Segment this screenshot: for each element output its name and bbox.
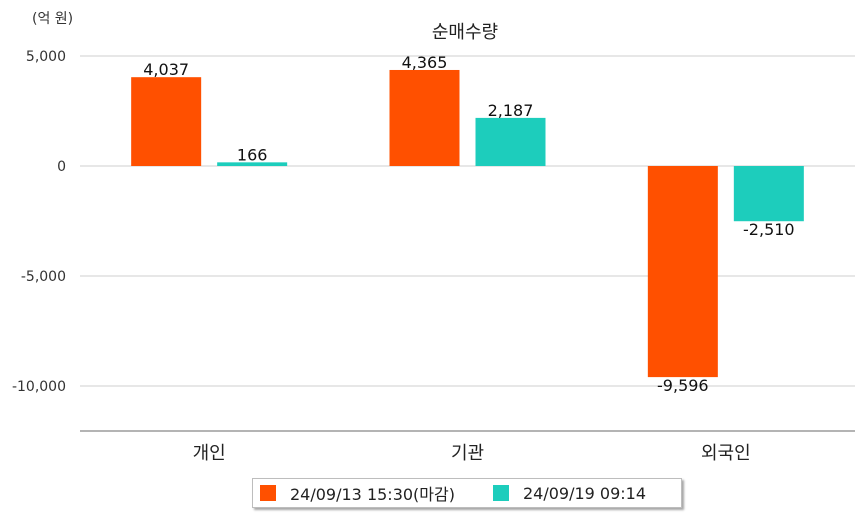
data-label: 4,365: [402, 53, 448, 72]
data-label: 166: [237, 145, 268, 164]
legend: 24/09/13 15:30(마감) 24/09/19 09:14: [252, 478, 682, 508]
y-tick-label: -5,000: [21, 269, 66, 285]
y-tick-label: 5,000: [26, 49, 66, 65]
x-tick-label: 기관: [451, 443, 484, 464]
bar-1-3[interactable]: [647, 166, 718, 378]
bar-2-2[interactable]: [475, 117, 546, 166]
legend-swatch-series-2: [492, 485, 509, 501]
x-tick-label: 외국인: [701, 443, 751, 464]
bar-2-1[interactable]: [217, 162, 288, 166]
unit-label: (억 원): [32, 11, 74, 27]
y-tick-label: 0: [57, 159, 66, 175]
legend-swatch-series-1: [260, 485, 276, 501]
data-label: -2,510: [743, 220, 795, 239]
data-label: 4,037: [143, 60, 189, 79]
bar-1-1[interactable]: [131, 77, 202, 166]
legend-label-series-1: 24/09/13 15:30(마감): [290, 485, 455, 504]
legend-item-series-2[interactable]: 24/09/19 09:14: [492, 483, 647, 503]
legend-label-series-2: 24/09/19 09:14: [522, 483, 647, 503]
y-tick-label: -10,000: [12, 379, 66, 395]
data-label: 2,187: [488, 101, 534, 120]
bar-2-3[interactable]: [733, 166, 804, 222]
bar-1-2[interactable]: [389, 69, 460, 166]
chart-title: 순매수량: [431, 22, 499, 43]
x-tick-label: 개인: [193, 443, 226, 464]
data-label: -9,596: [657, 376, 709, 395]
legend-item-series-1[interactable]: 24/09/13 15:30(마감): [260, 481, 455, 505]
